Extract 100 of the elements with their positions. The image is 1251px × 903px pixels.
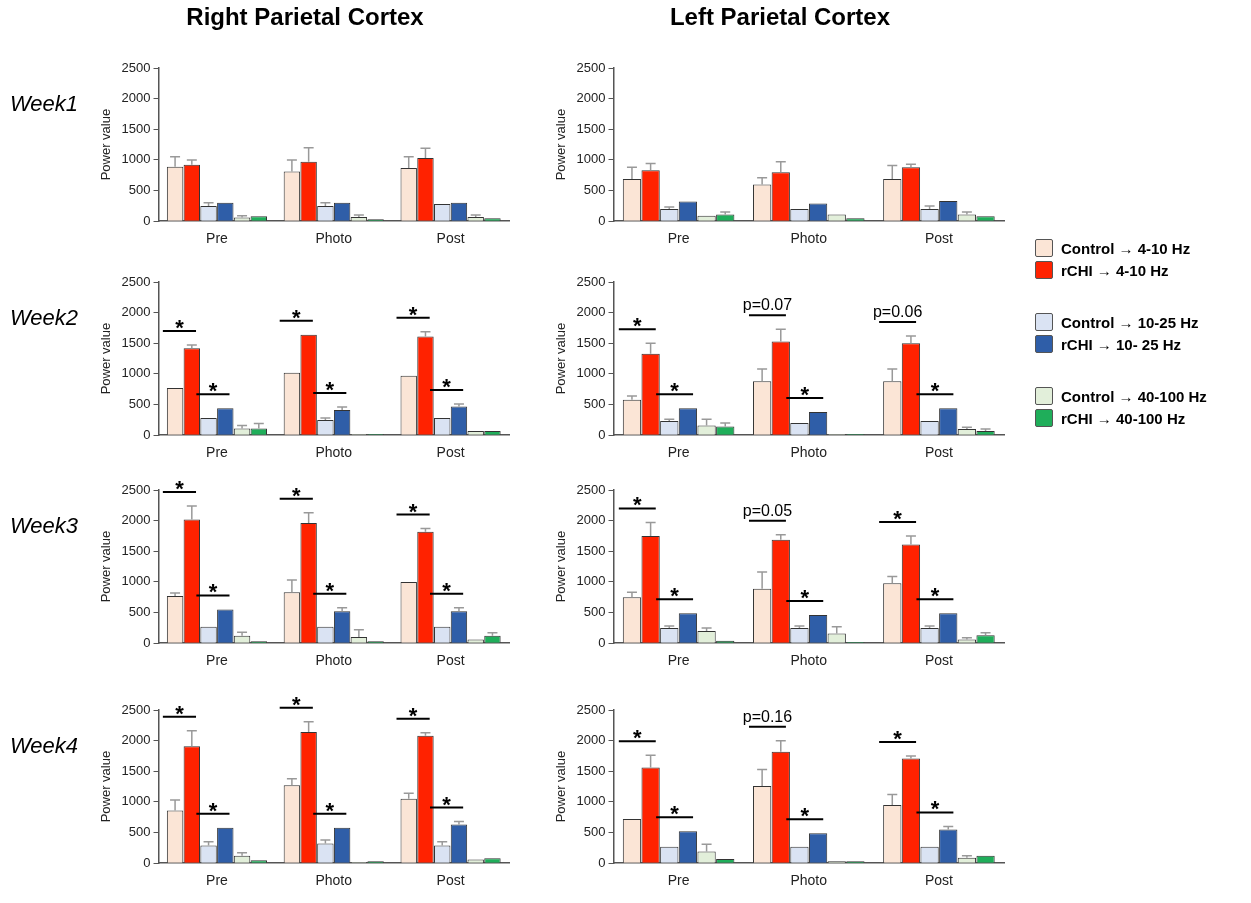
legend-label: rCHI → 4-10 Hz [1061,261,1169,279]
y-tick-label: 2000 [121,90,151,106]
annotation: * [208,579,218,605]
y-axis-title: Power value [98,322,114,395]
annotation: p=0.07 [742,296,793,314]
y-tick-label: 1500 [121,542,151,558]
x-tick-label: Post [436,444,465,461]
annotation: * [175,475,185,501]
y-axis-title: Power value [98,750,114,823]
text: Week4 [10,733,79,759]
annotation: * [291,304,301,330]
x-tick-label: Post [436,872,465,889]
annotation: * [208,797,218,823]
x-tick-label: Pre [206,444,229,461]
chart-title: Right Parietal Cortex [185,3,425,31]
y-tick-label: 2500 [121,59,151,75]
y-tick-label: 500 [128,604,151,620]
y-tick-label: 2500 [121,701,151,717]
y-axis-title: Power value [553,108,569,181]
x-tick-label: Post [924,230,954,247]
y-tick-label: 1500 [576,334,606,350]
y-tick-label: 2500 [121,481,151,497]
y-tick-label: 500 [583,396,606,412]
y-tick-label: 1000 [121,793,151,809]
annotation: * [408,498,418,524]
chart-title: Left Parietal Cortex [668,3,892,31]
y-axis-title: Power value [553,322,569,395]
y-tick-label: 1000 [121,573,151,589]
y-axis-title: Power value [98,530,114,603]
x-tick-label: Pre [667,444,690,461]
annotation: * [800,803,810,829]
y-axis-title: Power value [553,750,569,823]
legend-label: rCHI → 10- 25 Hz [1061,335,1182,353]
annotation: * [325,577,335,603]
y-tick-label: 1500 [576,542,606,558]
y-tick-label: 0 [598,854,606,870]
annotation: * [893,725,903,751]
annotation: * [633,725,643,751]
annotation: * [175,700,185,726]
legend-label: Control → 4-10 Hz [1061,239,1191,257]
x-tick-label: Post [924,652,954,669]
y-tick-label: 2500 [576,59,606,75]
y-tick-label: 1500 [121,334,151,350]
y-tick-label: 2500 [576,481,606,497]
text: Week2 [10,305,79,331]
x-tick-label: Post [436,230,465,247]
annotation: * [800,381,810,407]
annotation: p=0.06 [872,302,923,320]
y-tick-label: 1000 [121,151,151,167]
x-tick-label: Post [924,872,954,889]
y-tick-label: 2500 [576,273,606,289]
annotation: * [670,801,680,827]
annotation: * [670,378,680,404]
x-tick-label: Photo [790,230,828,247]
y-tick-label: 1500 [121,120,151,136]
y-tick-label: 500 [583,604,606,620]
annotation: * [291,691,301,717]
y-tick-label: 1000 [576,573,606,589]
y-tick-label: 1000 [576,151,606,167]
x-tick-label: Pre [206,230,229,247]
y-tick-label: 0 [143,854,151,870]
y-tick-label: 0 [598,634,606,650]
annotation: p=0.16 [742,707,793,725]
y-tick-label: 0 [143,212,151,228]
annotation: * [442,373,452,399]
annotation: * [175,315,185,341]
x-tick-label: Photo [315,444,353,461]
y-tick-label: 0 [143,426,151,442]
y-tick-label: 0 [143,634,151,650]
annotation: * [670,583,680,609]
y-tick-label: 500 [128,396,151,412]
y-tick-label: 2000 [121,304,151,320]
annotation: * [930,378,940,404]
y-tick-label: 1000 [576,365,606,381]
annotation: * [325,797,335,823]
y-tick-label: 500 [128,824,151,840]
y-tick-label: 2000 [576,90,606,106]
annotation: * [930,796,940,822]
y-tick-label: 1500 [576,762,606,778]
annotation: p=0.05 [742,501,793,519]
text: Week1 [10,91,79,117]
x-tick-label: Photo [790,444,828,461]
text: Week3 [10,513,79,539]
annotation: * [633,492,643,518]
y-tick-label: 2500 [121,273,151,289]
y-tick-label: 0 [598,212,606,228]
x-tick-label: Pre [667,230,690,247]
x-tick-label: Photo [315,230,353,247]
y-tick-label: 2000 [121,732,151,748]
annotation: * [893,505,903,531]
annotation: * [442,577,452,603]
x-tick-label: Photo [315,652,353,669]
y-tick-label: 2000 [121,512,151,528]
x-tick-label: Pre [206,652,229,669]
y-tick-label: 500 [128,182,151,198]
y-tick-label: 1500 [576,120,606,136]
x-tick-label: Pre [667,872,690,889]
annotation: * [930,583,940,609]
y-tick-label: 500 [583,824,606,840]
annotation: * [800,585,810,611]
